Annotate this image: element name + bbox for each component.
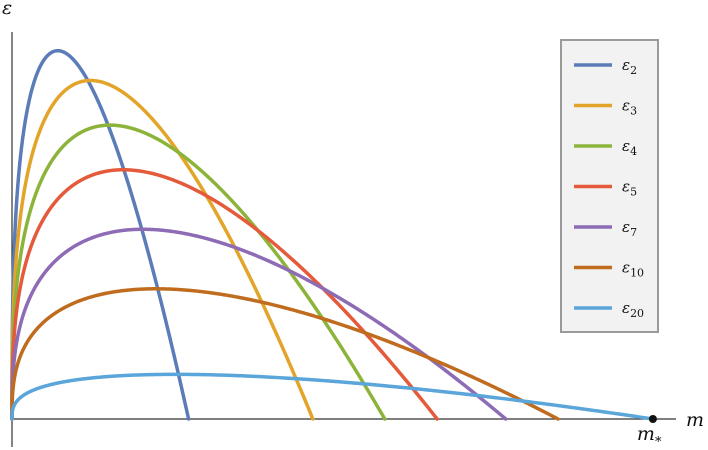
legend-item-eps-20: ε20 xyxy=(574,299,644,320)
series-line-eps-3 xyxy=(10,78,315,421)
legend-item-eps-3: ε3 xyxy=(574,97,637,118)
legend-label-subscript: 10 xyxy=(630,267,644,280)
legend-label: ε10 xyxy=(622,259,644,280)
series-line-eps-5 xyxy=(10,168,439,421)
legend-label: ε20 xyxy=(622,299,644,320)
legend-item-eps-10: ε10 xyxy=(574,259,644,280)
legend-label-subscript: 4 xyxy=(630,145,637,158)
legend-item-eps-4: ε4 xyxy=(574,137,637,158)
legend-label-main: ε xyxy=(622,299,630,317)
legend-label: ε4 xyxy=(622,137,637,158)
legend-label-main: ε xyxy=(622,137,630,155)
endpoint-label-main: m xyxy=(637,423,655,445)
legend-label-main: ε xyxy=(622,56,630,74)
annotation-group: m* xyxy=(637,415,662,450)
legend-label-subscript: 5 xyxy=(630,186,637,199)
legend-label: ε3 xyxy=(622,97,637,118)
legend-label-subscript: 20 xyxy=(630,307,644,320)
endpoint-label: m* xyxy=(637,423,662,450)
legend-label-subscript: 2 xyxy=(630,64,637,77)
series-line-eps-2 xyxy=(10,48,191,421)
legend-item-eps-7: ε7 xyxy=(574,218,637,239)
y-axis-label: ε xyxy=(2,0,12,19)
legend-label: ε5 xyxy=(622,178,637,199)
series-line-eps-20 xyxy=(10,372,655,421)
legend-label-subscript: 7 xyxy=(630,226,637,239)
endpoint-label-subscript: * xyxy=(655,435,662,450)
legend-label-main: ε xyxy=(622,259,630,277)
series-line-eps-7 xyxy=(10,227,508,421)
endpoint-marker xyxy=(648,415,657,423)
legend-label: ε7 xyxy=(622,218,637,239)
legend-label: ε2 xyxy=(622,56,637,77)
series-line-eps-10 xyxy=(10,287,560,421)
legend-label-subscript: 3 xyxy=(630,105,637,118)
legend-item-eps-5: ε5 xyxy=(574,178,637,199)
x-axis-label: m xyxy=(686,409,704,431)
legend-item-eps-2: ε2 xyxy=(574,56,637,77)
legend-label-main: ε xyxy=(622,218,630,236)
legend-label-main: ε xyxy=(622,97,630,115)
series-group xyxy=(10,48,655,421)
legend-label-main: ε xyxy=(622,178,630,196)
